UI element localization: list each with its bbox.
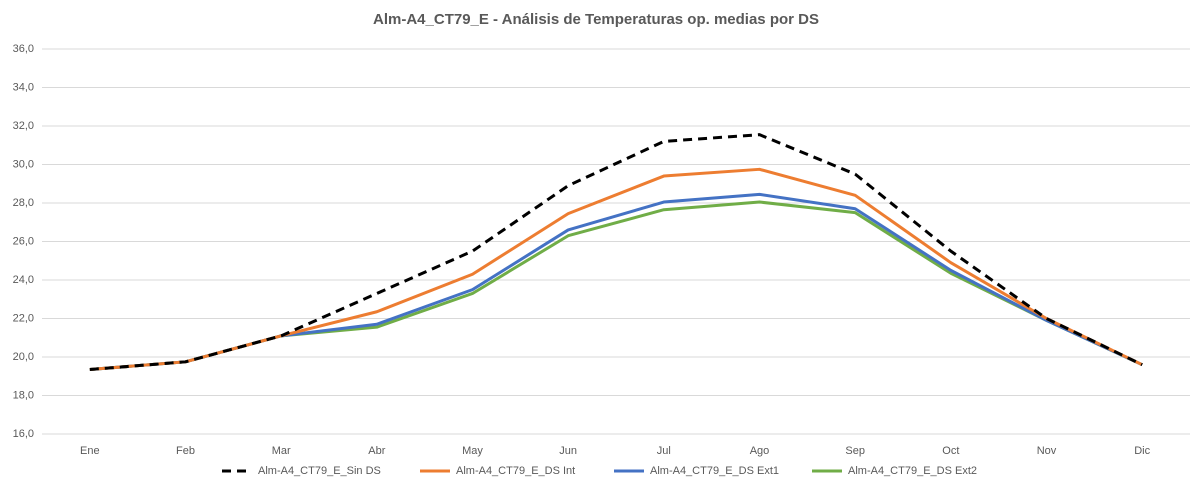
y-tick-label: 16,0 bbox=[13, 428, 34, 440]
series-line bbox=[89, 167, 1143, 372]
chart-title: Alm-A4_CT79_E - Análisis de Temperaturas… bbox=[373, 11, 819, 28]
y-tick-label: 34,0 bbox=[13, 81, 34, 93]
x-tick-label: Oct bbox=[942, 445, 959, 457]
y-tick-label: 22,0 bbox=[13, 312, 34, 324]
x-tick-label: Nov bbox=[1037, 445, 1057, 457]
y-tick-label: 18,0 bbox=[13, 389, 34, 401]
series-line bbox=[89, 133, 1143, 372]
legend-label: Alm-A4_CT79_E_Sin DS bbox=[258, 465, 381, 477]
y-tick-label: 28,0 bbox=[13, 197, 34, 209]
y-tick-label: 20,0 bbox=[13, 351, 34, 363]
legend-label: Alm-A4_CT79_E_DS Ext2 bbox=[848, 465, 977, 477]
y-tick-label: 26,0 bbox=[13, 235, 34, 247]
x-tick-label: Feb bbox=[176, 445, 195, 457]
x-tick-label: Abr bbox=[368, 445, 385, 457]
x-tick-label: May bbox=[462, 445, 483, 457]
x-tick-label: Ago bbox=[750, 445, 770, 457]
x-tick-label: Dic bbox=[1134, 445, 1150, 457]
x-tick-label: Jul bbox=[657, 445, 671, 457]
y-tick-label: 24,0 bbox=[13, 274, 34, 286]
x-tick-label: Jun bbox=[559, 445, 577, 457]
x-tick-label: Ene bbox=[80, 445, 100, 457]
x-tick-label: Mar bbox=[272, 445, 291, 457]
legend-label: Alm-A4_CT79_E_DS Ext1 bbox=[650, 465, 779, 477]
y-tick-label: 30,0 bbox=[13, 158, 34, 170]
y-tick-label: 36,0 bbox=[13, 43, 34, 55]
x-tick-label: Sep bbox=[845, 445, 865, 457]
legend-label: Alm-A4_CT79_E_DS Int bbox=[456, 465, 575, 477]
y-tick-label: 32,0 bbox=[13, 120, 34, 132]
